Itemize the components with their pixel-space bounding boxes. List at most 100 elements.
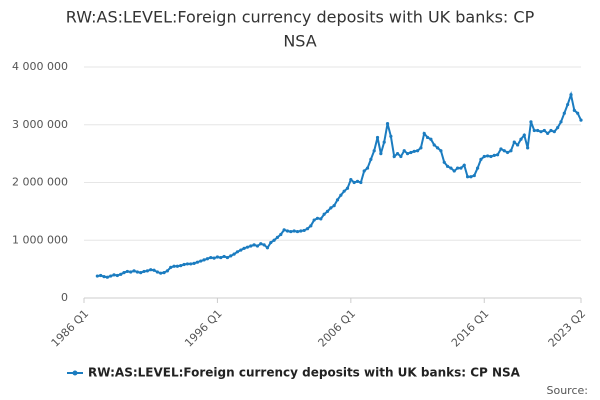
legend-marker [72, 370, 78, 376]
point [209, 255, 213, 260]
point [119, 272, 123, 276]
point [285, 229, 290, 233]
point [335, 198, 340, 202]
point [145, 269, 149, 273]
point [529, 120, 533, 124]
point [469, 175, 473, 179]
point [115, 273, 119, 278]
point [506, 150, 510, 155]
point [422, 131, 426, 136]
point [189, 262, 193, 266]
point [159, 271, 163, 275]
point [486, 154, 490, 158]
point [212, 256, 216, 260]
point [392, 154, 396, 159]
point [332, 204, 336, 208]
point [549, 128, 553, 133]
point [229, 254, 233, 258]
point [245, 245, 250, 249]
point [185, 262, 190, 266]
point [512, 140, 516, 144]
point [239, 248, 243, 252]
x-tick-label: 2006 Q1 [316, 307, 359, 350]
x-tick-label: 2023 Q2 [546, 307, 589, 350]
point [519, 137, 523, 141]
x-tick-label: 1996 Q1 [182, 307, 225, 350]
point [569, 93, 573, 97]
point [449, 166, 453, 170]
y-tick-label: 1 000 000 [12, 233, 68, 246]
point [222, 254, 226, 259]
point [475, 166, 480, 170]
point [275, 235, 280, 239]
point [345, 186, 350, 190]
point [325, 209, 330, 213]
point [232, 252, 236, 256]
point [312, 218, 316, 222]
point [305, 227, 310, 231]
point [272, 238, 276, 242]
point [95, 274, 99, 278]
point [242, 246, 246, 250]
legend-label: RW:AS:LEVEL:Foreign currency deposits wi… [88, 366, 521, 380]
point [265, 246, 270, 250]
x-tick-label: 2016 Q1 [449, 307, 492, 350]
point [402, 149, 406, 153]
y-tick-label: 2 000 000 [12, 176, 68, 189]
point [109, 274, 113, 278]
point [502, 149, 506, 153]
point [342, 189, 346, 193]
point [425, 135, 430, 140]
point [462, 163, 466, 167]
point [215, 255, 220, 259]
point [509, 149, 513, 153]
point [516, 143, 520, 147]
point [369, 157, 373, 161]
point [99, 273, 103, 278]
point [202, 258, 206, 262]
point [572, 108, 576, 112]
point [105, 275, 109, 279]
point [132, 269, 136, 273]
point [526, 146, 530, 150]
point [385, 121, 390, 126]
y-tick-label: 3 000 000 [12, 118, 68, 131]
point [129, 270, 133, 274]
point [576, 111, 580, 115]
point [155, 270, 159, 274]
point [125, 269, 129, 274]
point [479, 157, 483, 161]
point [142, 269, 146, 274]
point [542, 128, 546, 133]
point [219, 255, 223, 260]
point [379, 152, 383, 156]
point [329, 206, 333, 210]
point [442, 160, 446, 164]
point [359, 180, 363, 185]
point [165, 269, 169, 273]
point [255, 244, 260, 248]
chart-title-line: NSA [283, 32, 316, 51]
point [415, 149, 420, 153]
point [472, 173, 476, 178]
point [199, 259, 203, 263]
point [362, 169, 366, 173]
point [169, 265, 173, 269]
point [225, 255, 230, 260]
chart-title: RW:AS:LEVEL:Foreign currency deposits wi… [66, 8, 535, 27]
point [112, 273, 116, 277]
point [192, 261, 196, 265]
point [365, 166, 370, 170]
point [175, 264, 179, 268]
point [546, 131, 550, 136]
series-line [97, 90, 582, 279]
point [382, 140, 386, 144]
point [465, 175, 470, 179]
point [319, 217, 323, 221]
point [375, 135, 380, 140]
point [482, 154, 486, 159]
point [252, 243, 256, 247]
point [309, 224, 313, 228]
point [205, 257, 210, 261]
point [282, 228, 286, 232]
